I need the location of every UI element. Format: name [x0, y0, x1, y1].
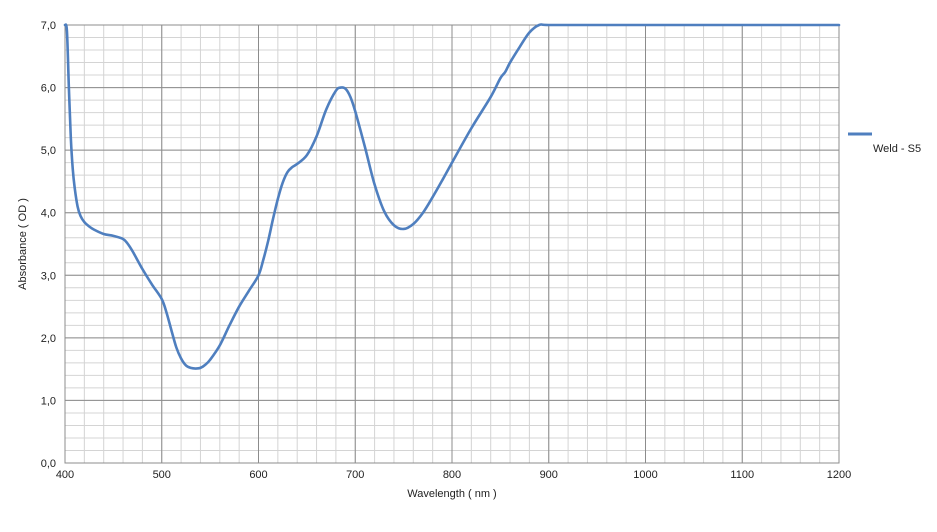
y-tick-label: 1,0 [41, 395, 56, 407]
y-tick-label: 4,0 [41, 208, 56, 220]
y-axis-title: Absorbance ( OD ) [17, 198, 29, 290]
y-tick-label: 6,0 [41, 83, 56, 95]
plot-area-frame [64, 24, 840, 464]
x-tick-label: 600 [249, 469, 267, 481]
x-tick-label: 400 [56, 469, 74, 481]
series-layer [63, 23, 841, 370]
legend-label-weld-s5: Weld - S5 [873, 143, 921, 155]
x-axis-ticks: 400 500 600 700 800 900 1000 1100 1200 [56, 469, 851, 481]
x-tick-label: 800 [443, 469, 461, 481]
y-tick-label: 5,0 [41, 145, 56, 157]
y-tick-label: 2,0 [41, 333, 56, 345]
y-tick-label: 7,0 [41, 20, 56, 32]
y-axis-ticks: 0,0 1,0 2,0 3,0 4,0 5,0 6,0 7,0 [41, 20, 56, 470]
y-tick-label: 3,0 [41, 270, 56, 282]
x-tick-label: 1000 [633, 469, 657, 481]
x-tick-label: 500 [153, 469, 171, 481]
x-tick-label: 1200 [827, 469, 851, 481]
series-line-weld-s5 [63, 23, 841, 370]
x-tick-label: 700 [346, 469, 364, 481]
y-tick-label: 0,0 [41, 458, 56, 470]
x-tick-label: 900 [540, 469, 558, 481]
x-tick-label: 1100 [730, 469, 754, 481]
x-axis-title: Wavelength ( nm ) [407, 488, 496, 500]
legend: Weld - S5 [848, 132, 921, 155]
